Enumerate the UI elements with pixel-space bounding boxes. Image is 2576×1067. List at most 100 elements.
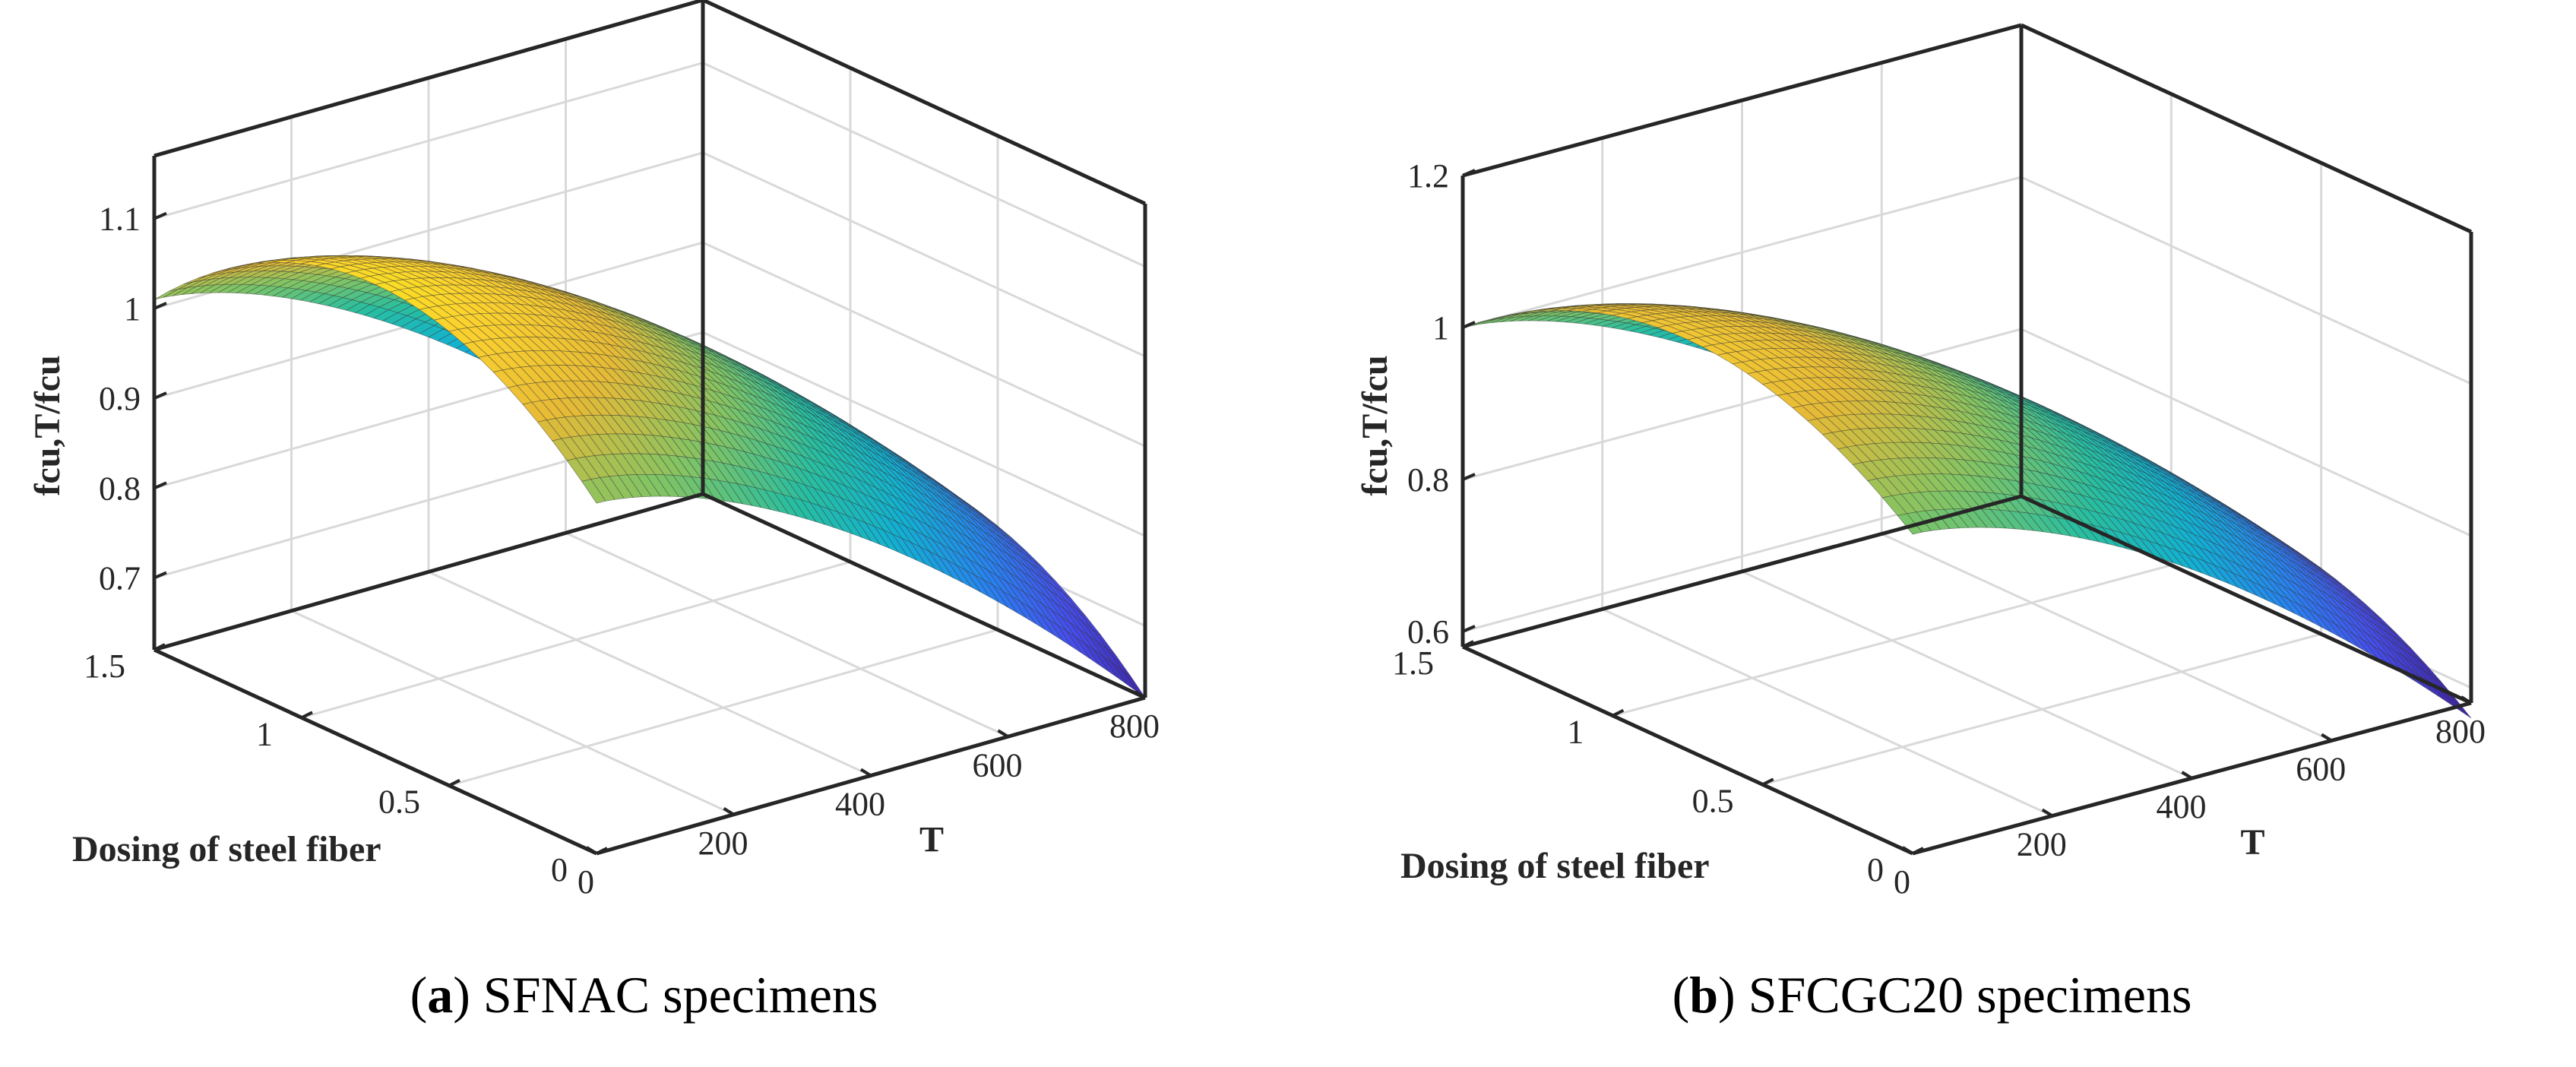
grid-side-z-3 bbox=[702, 151, 1146, 358]
z-tick-label: 1.1 bbox=[99, 201, 141, 238]
box-floor-back-edge bbox=[1462, 494, 2022, 649]
x-tick-mark bbox=[2181, 771, 2193, 780]
grid-floor-y-2 bbox=[1612, 564, 2172, 717]
surface-chart-a: 0 200 400 600 800 0 0.5 1 1.5 0.7 0.8 0.9 1 1.1 T Dosin… bbox=[27, 0, 1160, 901]
x-axis-label: T bbox=[2240, 822, 2264, 863]
grid-side-z-2 bbox=[2021, 176, 2472, 385]
box-top-left-edge bbox=[1462, 23, 2022, 178]
surface-chart-b: 0 200 400 600 800 0 0.5 1 1.50.6 0.8 1 1.2 T Dosing o… bbox=[1355, 23, 2486, 901]
x-tick-mark bbox=[2460, 695, 2473, 704]
grid-back-z-4 bbox=[153, 62, 704, 220]
x-tick-mark bbox=[723, 807, 735, 816]
y-axis-label: Dosing of steel fiber bbox=[72, 829, 381, 869]
grid-back-z-1 bbox=[1462, 328, 2022, 481]
grid-back-z-2 bbox=[1462, 176, 2022, 329]
z-tick-mark bbox=[153, 391, 167, 400]
z-tick-label: 1.2 bbox=[1407, 157, 1449, 195]
grid-side-z-2 bbox=[702, 241, 1146, 448]
grid-floor-x-2 bbox=[1741, 570, 2193, 780]
z-tick-mark bbox=[1462, 169, 1476, 177]
z-tick-label: 0.8 bbox=[99, 470, 141, 507]
y-tick-label: 0 bbox=[1867, 851, 1884, 888]
caption-a: (a) SFNAC specimens bbox=[410, 966, 878, 1024]
z-tick-label: 0.7 bbox=[99, 559, 141, 597]
x-tick-mark bbox=[1901, 846, 1914, 855]
z-tick-mark bbox=[153, 211, 167, 220]
x-tick-label: 200 bbox=[698, 825, 748, 862]
x-tick-label: 0 bbox=[578, 863, 594, 901]
z-tick-label: 0.9 bbox=[99, 380, 141, 417]
z-tick-mark bbox=[1462, 321, 1476, 329]
x-tick-mark bbox=[585, 846, 598, 855]
x-tick-label: 800 bbox=[1109, 708, 1160, 745]
box-floor-back-edge bbox=[153, 492, 704, 652]
grid-floor-y-1 bbox=[1762, 632, 2322, 786]
y-tick-mark bbox=[448, 778, 460, 787]
x-tick-label: 0 bbox=[1894, 863, 1910, 901]
x-tick-label: 200 bbox=[2017, 826, 2067, 863]
y-tick-label: 1 bbox=[1567, 714, 1584, 751]
surface bbox=[1462, 303, 2472, 719]
z-tick-label: 0.8 bbox=[1407, 461, 1449, 499]
grid-floor-x-2 bbox=[428, 571, 872, 777]
x-tick-mark bbox=[2041, 808, 2053, 818]
y-tick-label: 0.5 bbox=[378, 784, 420, 821]
y-tick-label: 1.5 bbox=[1392, 644, 1434, 682]
box-floor-edge bbox=[2020, 494, 2473, 705]
x-axis-label: T bbox=[919, 820, 944, 860]
box-top-right-edge bbox=[701, 0, 1147, 206]
caption-b-text: SFCGC20 specimens bbox=[1748, 966, 2192, 1024]
x-tick-label: 400 bbox=[835, 786, 885, 823]
grid-floor-x-1 bbox=[290, 609, 735, 816]
y-tick-label: 0.5 bbox=[1692, 782, 1734, 819]
axis-y-line bbox=[1461, 644, 1914, 856]
x-tick-label: 800 bbox=[2435, 713, 2486, 750]
x-tick-label: 600 bbox=[2296, 751, 2346, 788]
box-floor-edge bbox=[701, 492, 1147, 700]
caption-a-letter: a bbox=[427, 966, 454, 1024]
z-tick-mark bbox=[1462, 473, 1476, 481]
y-tick-mark bbox=[1612, 708, 1625, 717]
box-top-left-edge bbox=[153, 0, 704, 158]
x-tick-label: 400 bbox=[2157, 788, 2207, 825]
y-tick-label: 0 bbox=[551, 851, 568, 888]
y-tick-mark bbox=[1912, 847, 1924, 855]
grid-floor-y-2 bbox=[301, 560, 851, 719]
z-tick-mark bbox=[153, 302, 167, 310]
x-tick-mark bbox=[859, 768, 872, 777]
y-tick-mark bbox=[153, 643, 166, 651]
grid-side-z-1 bbox=[702, 331, 1146, 537]
y-axis-label: Dosing of steel fiber bbox=[1400, 846, 1710, 886]
z-tick-mark bbox=[153, 571, 167, 580]
caption-b-letter: b bbox=[1689, 966, 1719, 1024]
box-top-right-edge bbox=[2020, 23, 2473, 234]
x-tick-mark bbox=[2321, 733, 2333, 742]
y-tick-mark bbox=[301, 711, 313, 720]
surface-patch bbox=[581, 479, 606, 504]
z-tick-mark bbox=[1462, 625, 1476, 633]
x-tick-label: 600 bbox=[973, 746, 1023, 784]
grid-floor-y-1 bbox=[448, 628, 998, 787]
z-tick-label: 0.6 bbox=[1407, 613, 1449, 651]
z-axis-label: fcu,T/fcu bbox=[27, 355, 68, 496]
axis-y-line bbox=[153, 647, 598, 856]
panel-a: 0 200 400 600 800 0 0.5 1 1.5 0.7 0.8 0.9 1 1.1 T Dosin… bbox=[27, 0, 1160, 1024]
z-tick-mark bbox=[153, 481, 167, 490]
y-tick-mark bbox=[1462, 640, 1474, 648]
grid-side-z-4 bbox=[702, 62, 1146, 268]
caption-a-text: SFNAC specimens bbox=[483, 966, 878, 1024]
grid-side-z-1 bbox=[2021, 328, 2472, 537]
y-tick-label: 1.5 bbox=[84, 647, 125, 685]
grid-floor-x-1 bbox=[1602, 608, 2053, 817]
y-tick-mark bbox=[1761, 777, 1774, 787]
grid-floor-x-3 bbox=[1881, 533, 2332, 742]
x-tick-mark bbox=[1134, 690, 1147, 699]
y-tick-mark bbox=[596, 847, 608, 855]
z-tick-label: 1 bbox=[124, 290, 141, 328]
surface bbox=[153, 255, 1146, 698]
z-axis-label: fcu,T/fcu bbox=[1355, 355, 1395, 496]
x-tick-mark bbox=[997, 729, 1009, 738]
grid-floor-x-3 bbox=[565, 531, 1009, 738]
y-tick-label: 1 bbox=[256, 715, 273, 752]
